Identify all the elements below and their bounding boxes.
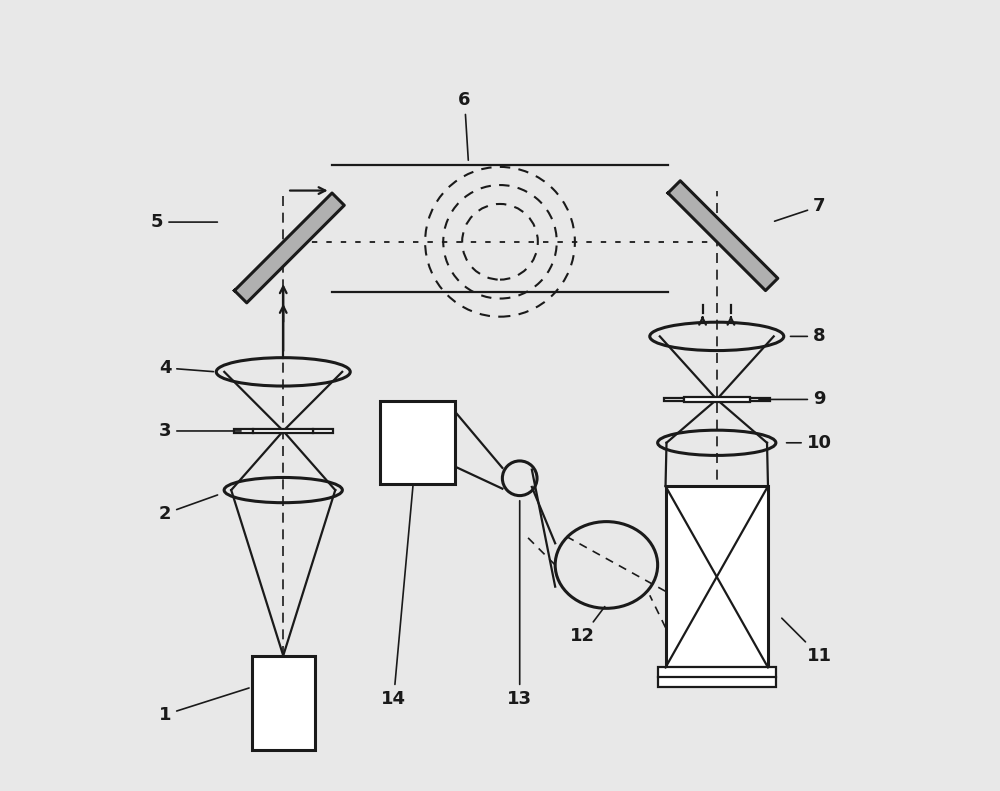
Bar: [666, 486, 768, 668]
Polygon shape: [668, 181, 778, 290]
Text: 12: 12: [570, 607, 605, 645]
Text: 3: 3: [159, 422, 241, 440]
Text: 13: 13: [507, 501, 532, 708]
Text: 11: 11: [782, 619, 832, 664]
Text: 14: 14: [381, 485, 413, 708]
Bar: [313, 430, 333, 433]
Bar: [664, 398, 684, 401]
Bar: [380, 401, 455, 484]
Bar: [252, 656, 315, 750]
Text: 4: 4: [159, 359, 213, 377]
Text: 1: 1: [159, 688, 249, 724]
Text: 2: 2: [159, 495, 218, 523]
Text: 5: 5: [151, 213, 217, 231]
Text: 10: 10: [787, 433, 832, 452]
Bar: [684, 397, 750, 402]
Text: 8: 8: [790, 327, 826, 346]
Text: 6: 6: [458, 91, 471, 161]
Bar: [658, 668, 776, 687]
Bar: [234, 430, 253, 433]
Text: 7: 7: [775, 197, 825, 221]
Bar: [253, 429, 313, 433]
Text: 9: 9: [759, 391, 825, 408]
Polygon shape: [234, 193, 344, 303]
Bar: [750, 398, 770, 401]
